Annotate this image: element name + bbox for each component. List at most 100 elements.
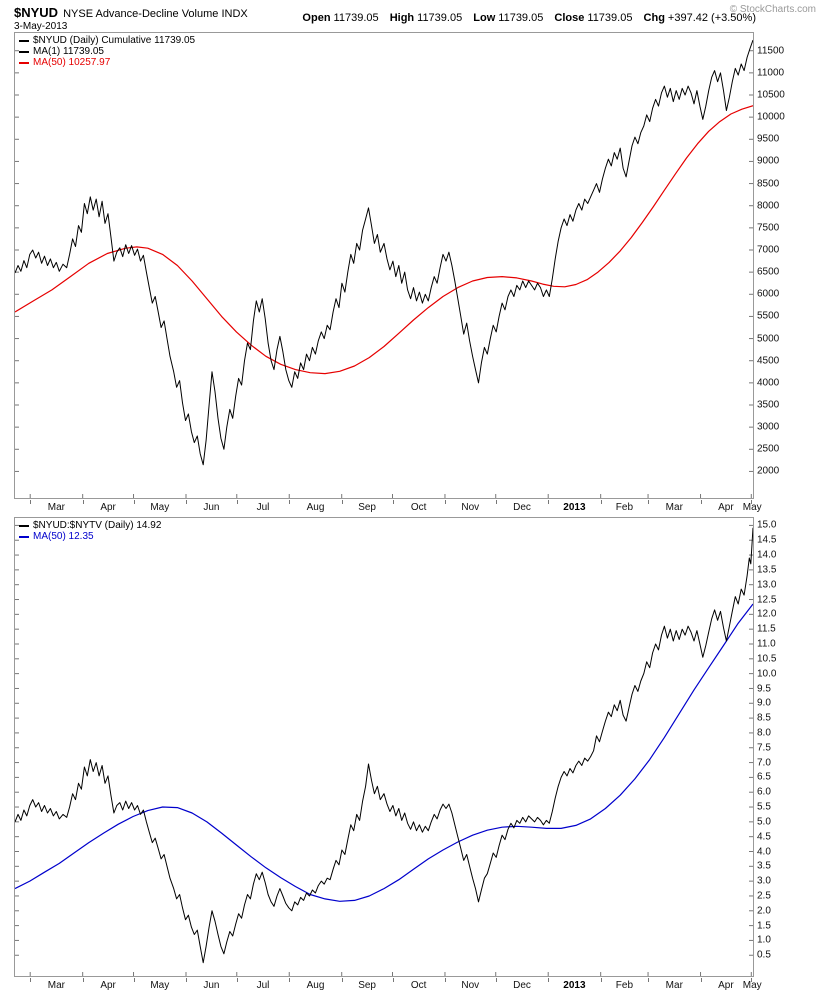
x-axis-tick	[648, 500, 650, 504]
low-value: 11739.05	[498, 12, 544, 24]
y-axis-label: 6.5	[757, 771, 771, 783]
y-axis-label: 12.0	[757, 608, 777, 620]
y-axis-label: 10.0	[757, 668, 777, 680]
y-axis-label: 3000	[757, 421, 780, 433]
x-axis-label: Aug	[306, 502, 325, 513]
x-axis-label: May	[742, 502, 762, 513]
x-axis-tick	[82, 978, 84, 982]
x-axis-tick	[289, 978, 291, 982]
quote-summary: Open 11739.05 High 11739.05 Low 11739.05 Cl…	[302, 12, 756, 24]
ticker-symbol: $NYUD	[14, 5, 59, 20]
y-axis-label: 14.5	[757, 534, 777, 546]
y-axis-label: 8000	[757, 200, 780, 212]
x-axis-tick	[751, 978, 753, 982]
y-axis-label: 3.5	[757, 860, 771, 872]
y-axis-label: 5.0	[757, 816, 771, 828]
x-axis-label: Aug	[306, 980, 325, 991]
x-axis-label: Apr	[718, 980, 734, 991]
price-chart-canvas	[15, 39, 753, 498]
x-axis-label: Jun	[203, 502, 220, 513]
open-value: 11739.05	[333, 12, 379, 24]
legend-item: $NYUD:$NYTV (Daily) 14.92	[19, 520, 161, 531]
y-axis-label: 9.0	[757, 697, 771, 709]
y-axis-label: 10000	[757, 111, 785, 123]
y-axis-label: 9000	[757, 155, 780, 167]
x-axis-label: Jul	[256, 502, 270, 513]
x-axis-label: Apr	[100, 980, 116, 991]
x-axis-label: 2013	[563, 980, 586, 991]
x-axis-tick	[236, 978, 238, 982]
y-axis-label: 13.5	[757, 564, 777, 576]
series-ma-50-	[15, 603, 753, 902]
x-axis-label: Mar	[665, 980, 683, 991]
ratio-legend: $NYUD:$NYTV (Daily) 14.92 MA(50) 12.35	[19, 520, 161, 542]
y-axis-label: 2500	[757, 443, 780, 455]
legend-label: MA(50) 10257.97	[33, 57, 111, 68]
x-axis-tick	[186, 500, 187, 504]
close-value: 11739.05	[587, 12, 633, 24]
y-axis-label: 6500	[757, 266, 780, 278]
x-axis-label: Feb	[615, 980, 634, 991]
chg-value: +397.42 (+3.50%)	[667, 12, 756, 24]
chart-title: NYSE Advance-Decline Volume INDX	[63, 8, 248, 20]
y-axis-label: 9.5	[757, 683, 771, 694]
line-swatch	[19, 535, 29, 538]
close-label: Close	[554, 12, 585, 24]
x-axis-tick	[600, 978, 602, 982]
x-axis-tick	[445, 978, 446, 982]
y-axis-label: 7000	[757, 244, 780, 256]
x-axis-tick	[648, 978, 650, 982]
x-axis-tick	[392, 500, 394, 504]
x-axis-label: Mar	[47, 980, 66, 991]
y-axis-label: 13.0	[757, 579, 777, 591]
y-axis-label: 5000	[757, 333, 780, 345]
x-axis-label: Nov	[461, 980, 480, 991]
x-axis-tick	[700, 500, 702, 504]
series--nyud-cumulative	[15, 39, 753, 466]
x-axis-tick	[82, 500, 84, 504]
x-axis-label: 2013	[563, 502, 586, 513]
chg-label: Chg	[643, 12, 665, 24]
y-axis-label: 8.0	[757, 727, 771, 739]
line-swatch	[19, 61, 29, 64]
price-panel: $NYUD (Daily) Cumulative 11739.05 MA(1) …	[14, 32, 754, 499]
y-axis-label: 8.5	[757, 712, 771, 724]
y-axis-label: 11500	[757, 45, 785, 57]
y-axis-label: 2.0	[757, 905, 771, 917]
y-axis-label: 6000	[757, 288, 780, 300]
x-axis-label: Mar	[665, 502, 683, 513]
x-axis-tick	[548, 500, 550, 504]
ratio-chart-canvas	[15, 524, 753, 976]
ratio-panel: $NYUD:$NYTV (Daily) 14.92 MA(50) 12.35	[14, 517, 754, 977]
x-axis-tick	[186, 978, 187, 982]
y-axis-label: 4.5	[757, 831, 771, 843]
y-axis-label: 7.0	[757, 757, 771, 769]
y-axis-label: 4.0	[757, 846, 771, 857]
x-axis-tick	[133, 500, 135, 504]
legend-label: $NYUD:$NYTV (Daily) 14.92	[33, 520, 162, 531]
y-axis-label: 7.5	[757, 742, 771, 754]
y-axis-label: 10500	[757, 89, 785, 101]
x-axis-label: May	[150, 502, 170, 513]
x-axis-tick	[133, 978, 135, 982]
y-axis-label: 6.0	[757, 786, 771, 798]
x-axis-label: Dec	[513, 502, 531, 513]
x-axis-tick	[341, 978, 343, 982]
legend-label: MA(50) 12.35	[33, 531, 94, 542]
legend-item: MA(1) 11739.05	[19, 46, 195, 57]
y-axis-label: 3.0	[757, 875, 771, 887]
x-axis-label: Nov	[461, 502, 480, 513]
legend-label: MA(1) 11739.05	[33, 46, 104, 57]
y-axis-label: 7500	[757, 222, 780, 234]
y-axis-label: 15.0	[757, 519, 777, 531]
low-label: Low	[473, 12, 496, 24]
high-label: High	[389, 12, 415, 24]
x-axis-label: Mar	[47, 502, 66, 513]
price-legend: $NYUD (Daily) Cumulative 11739.05 MA(1) …	[19, 35, 195, 68]
y-axis-label: 11.0	[757, 638, 776, 650]
y-axis-label: 1.5	[757, 920, 771, 932]
y-axis-label: 4000	[757, 377, 780, 389]
open-label: Open	[302, 12, 331, 24]
series-ma-50-	[15, 105, 753, 375]
x-axis-tick	[495, 978, 497, 982]
